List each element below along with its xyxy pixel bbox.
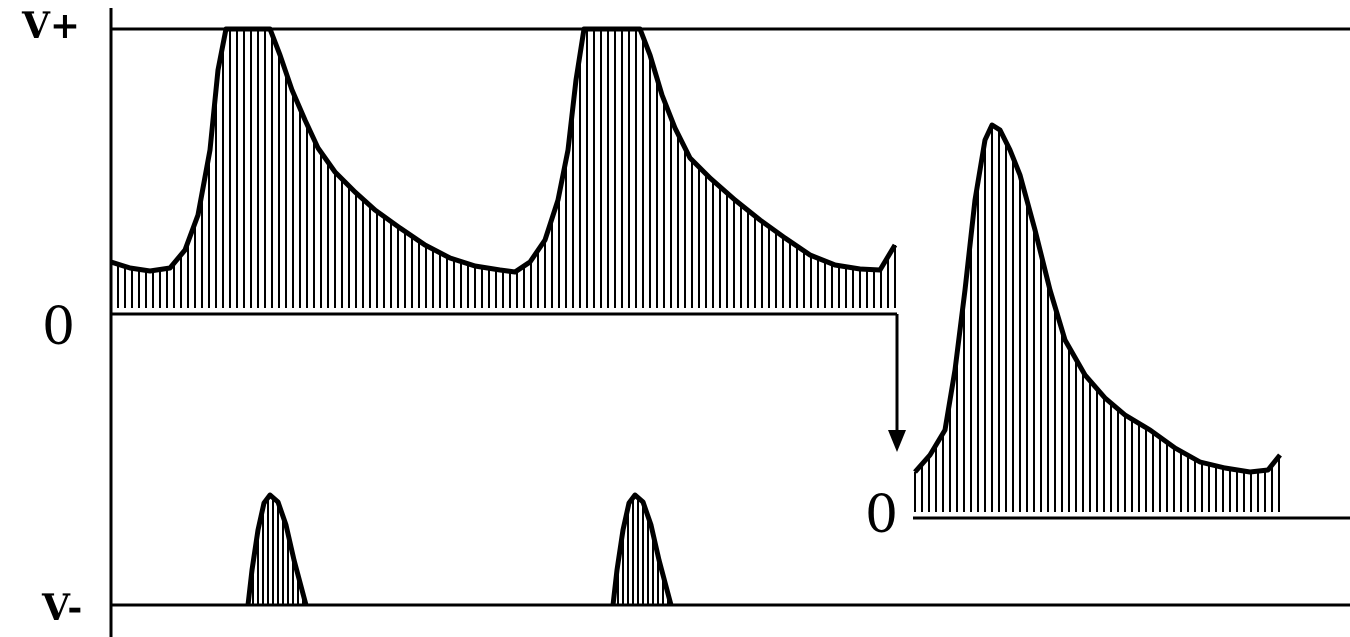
negative-peak-left-envelope <box>245 492 309 606</box>
v-plus-label: V+ <box>21 5 80 47</box>
zero-label: 0 <box>42 297 75 357</box>
main-wave-envelope <box>110 26 898 275</box>
unclamped-waveform <box>110 26 898 308</box>
shift-arrowhead <box>888 430 906 452</box>
shifted-waveform <box>913 122 1282 512</box>
shifted-zero-label: 0 <box>865 485 898 545</box>
negative-peak-left <box>245 492 309 606</box>
negative-peak-right-envelope <box>610 492 674 606</box>
shift-wave-envelope <box>913 122 1282 475</box>
v-minus-label: V- <box>41 587 82 629</box>
negative-peak-right <box>610 492 674 606</box>
